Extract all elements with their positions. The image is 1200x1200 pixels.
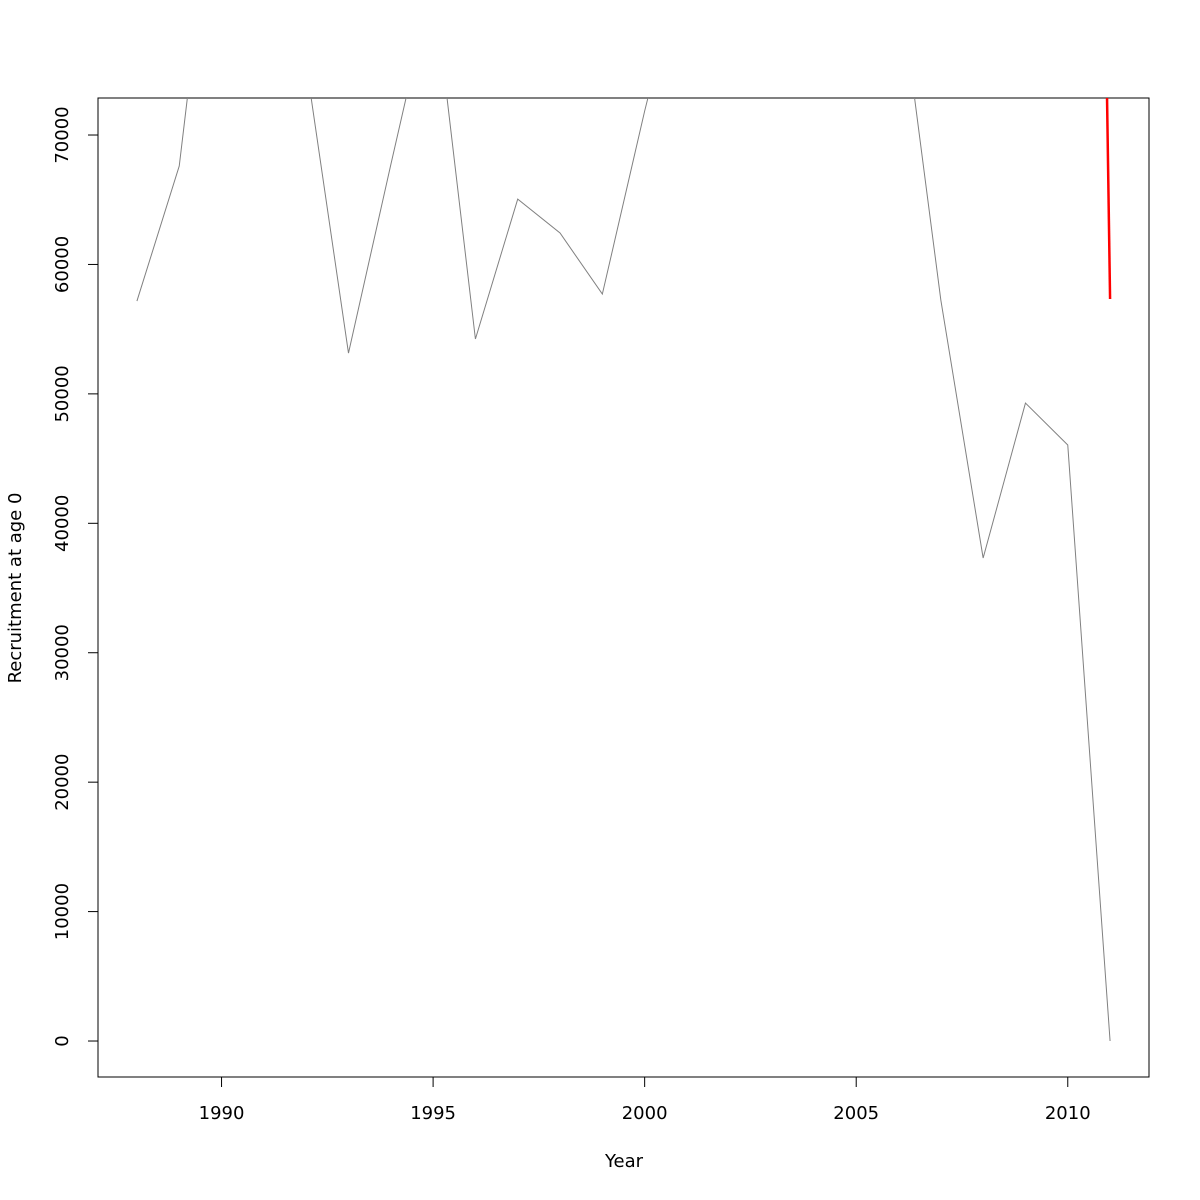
x-tick-label: 2010 [1045, 1103, 1091, 1124]
y-tick-label: 60000 [52, 236, 73, 293]
y-tick-label: 70000 [52, 106, 73, 163]
y-axis-label: Recruitment at age 0 [5, 493, 26, 684]
x-axis-label: Year [604, 1151, 644, 1172]
x-tick-label: 2000 [622, 1103, 668, 1124]
series-line [1105, 98, 1112, 300]
y-tick-label: 50000 [52, 365, 73, 422]
x-tick-label: 1990 [199, 1103, 245, 1124]
plot-frame [97, 97, 1150, 1078]
x-tick-label: 1995 [410, 1103, 456, 1124]
y-tick-label: 30000 [52, 624, 73, 681]
y-tick-label: 10000 [52, 883, 73, 940]
y-tick-label: 20000 [52, 754, 73, 811]
y-tick-label: 40000 [52, 495, 73, 552]
x-tick-label: 2005 [833, 1103, 879, 1124]
plot-area [136, 98, 1112, 1042]
series-line [136, 98, 1111, 1042]
y-tick-label: 0 [52, 1035, 73, 1046]
